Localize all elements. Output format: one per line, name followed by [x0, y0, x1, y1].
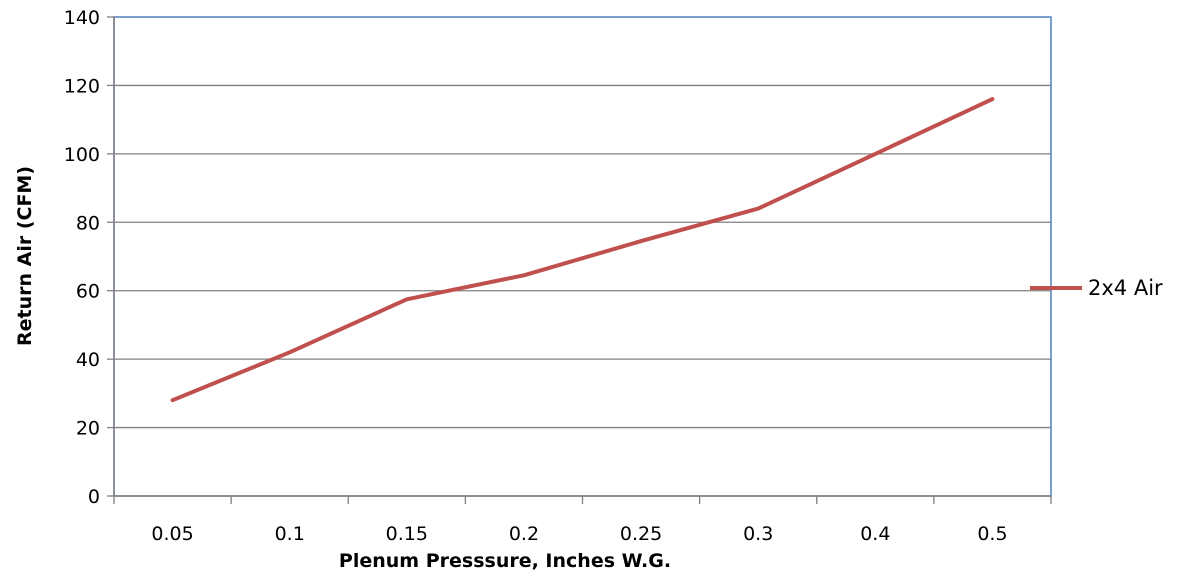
x-tick-label: 0.3 — [743, 523, 773, 545]
y-tick-label: 60 — [76, 281, 100, 303]
x-tick-label: 0.5 — [977, 523, 1007, 545]
legend-label-2x4-air: 2x4 Air — [1088, 276, 1163, 300]
y-tick-label: 0 — [88, 486, 100, 508]
axes — [107, 16, 1052, 504]
series-line-2x4-air — [170, 97, 995, 403]
legend: 2x4 Air — [1030, 276, 1163, 300]
y-tick-labels: 0 20 40 60 80 100 120 140 — [64, 7, 100, 508]
y-axis-title: Return Air (CFM) — [14, 166, 36, 346]
x-tick-label: 0.15 — [386, 523, 428, 545]
x-tick-label: 0.2 — [509, 523, 539, 545]
x-tick-label: 0.25 — [620, 523, 662, 545]
y-tick-label: 100 — [64, 144, 100, 166]
series-lines — [170, 97, 995, 403]
x-axis-title: Plenum Presssure, Inches W.G. — [339, 550, 671, 572]
x-tick-label: 0.1 — [275, 523, 305, 545]
y-tick-label: 80 — [76, 212, 100, 234]
y-tick-label: 20 — [76, 418, 100, 440]
x-tick-label: 0.05 — [151, 523, 193, 545]
x-tick-label: 0.4 — [860, 523, 890, 545]
y-tick-label: 140 — [64, 7, 100, 29]
y-tick-label: 40 — [76, 349, 100, 371]
x-tick-labels: 0.05 0.1 0.15 0.2 0.25 0.3 0.4 0.5 — [151, 523, 1007, 545]
y-tick-label: 120 — [64, 75, 100, 97]
